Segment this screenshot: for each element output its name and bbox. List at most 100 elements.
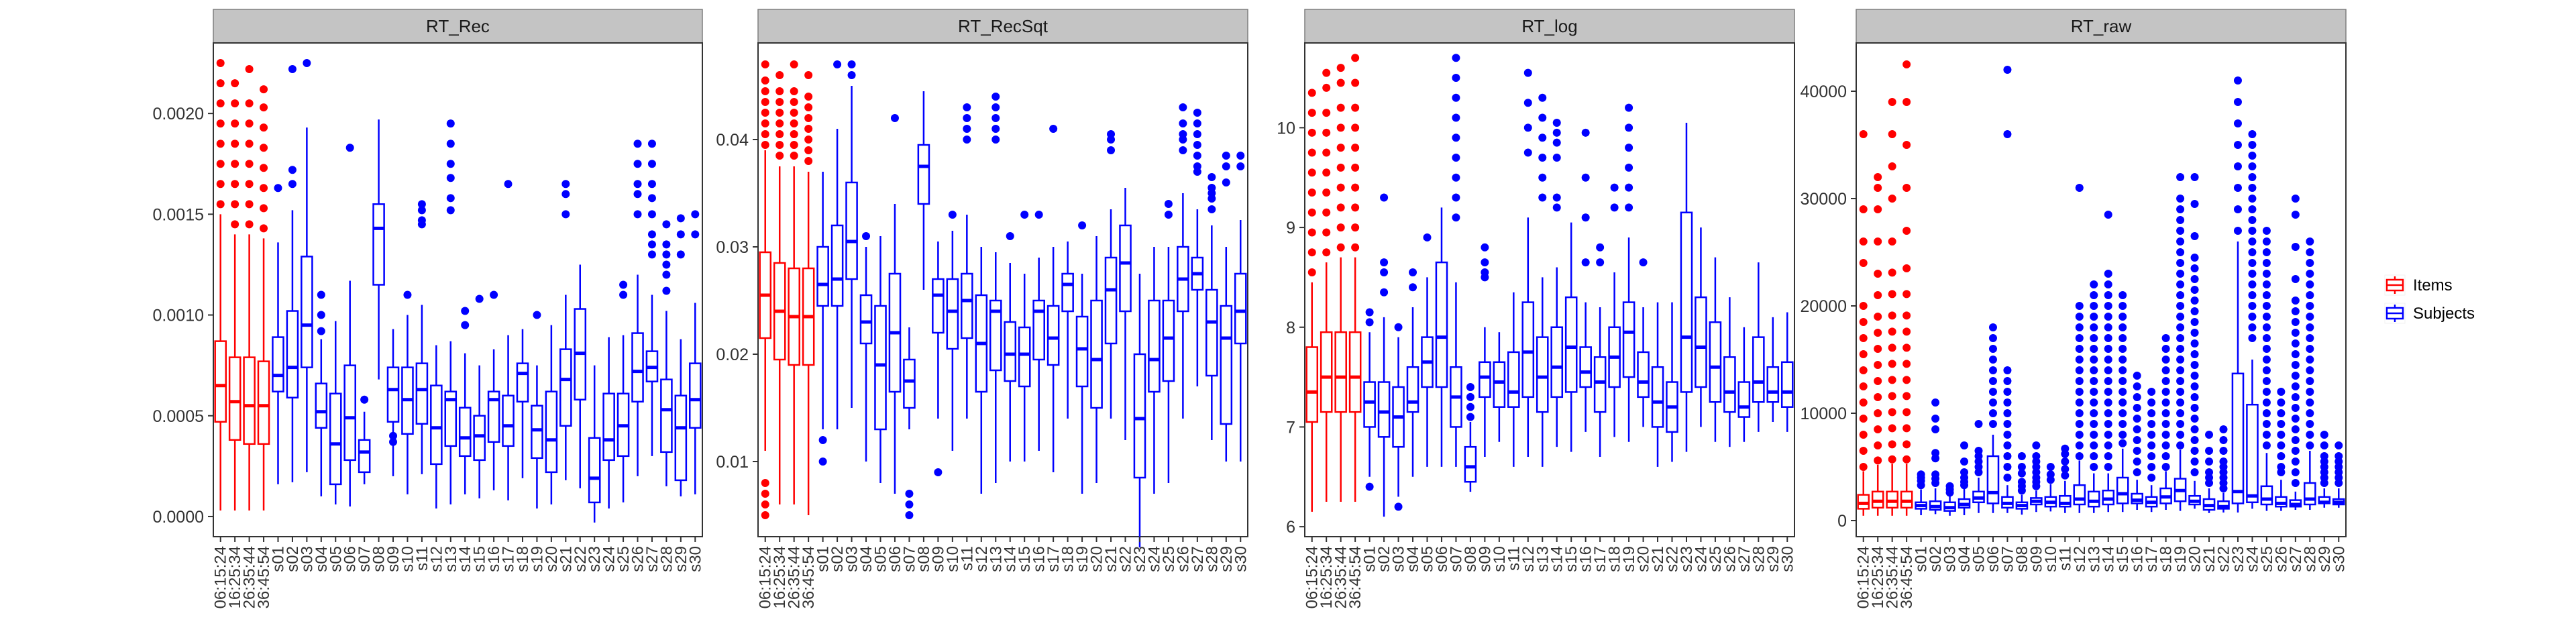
x-tick-label: s28 [1750, 546, 1768, 572]
outlier-point [1164, 211, 1173, 219]
outlier-point [1466, 413, 1474, 421]
x-tick-label: s29 [672, 546, 690, 572]
outlier-point [561, 190, 570, 199]
outlier-point [2075, 409, 2084, 417]
outlier-point [2262, 280, 2271, 288]
x-tick-label: s27 [2287, 546, 2305, 572]
outlier-point [1874, 441, 1882, 449]
x-tick-label: s22 [1117, 546, 1135, 572]
outlier-point [2147, 452, 2156, 460]
x-tick-label: s04 [313, 546, 331, 572]
outlier-point [446, 119, 455, 128]
outlier-point [2147, 398, 2156, 407]
outlier-point [1336, 64, 1345, 72]
boxplot-s25 [1709, 257, 1722, 442]
x-tick-label: s16 [1577, 546, 1595, 572]
y-tick-label: 20000 [1800, 297, 1847, 316]
outlier-point [2190, 393, 2199, 401]
outlier-point [2248, 313, 2257, 321]
y-tick-label: 10 [1277, 119, 1295, 138]
outlier-point [761, 98, 769, 106]
box [1752, 336, 1765, 403]
x-tick-label: 36:45:54 [1898, 546, 1916, 608]
outlier-point [2262, 366, 2271, 374]
box [1348, 331, 1362, 413]
boxplot-s20 [545, 325, 558, 504]
outlier-point [2118, 420, 2127, 428]
outlier-point [2161, 420, 2170, 428]
boxplot-s24 [1695, 227, 1707, 427]
outlier-point [1394, 323, 1403, 331]
box [1651, 366, 1664, 428]
outlier-point [317, 311, 325, 319]
outlier-point [216, 119, 225, 128]
outlier-point [2075, 366, 2084, 374]
outlier-point [245, 200, 254, 209]
outlier-point [1336, 183, 1345, 192]
outlier-point [2147, 474, 2156, 482]
outlier-point [2190, 173, 2199, 181]
outlier-point [2291, 339, 2300, 347]
outlier-point [2104, 345, 2112, 353]
x-tick-label: s23 [1131, 546, 1149, 572]
outlier-point [2046, 470, 2055, 479]
outlier-point [2176, 398, 2185, 407]
x-tick-label: s29 [2316, 546, 2334, 572]
x-tick-label: s10 [1491, 546, 1509, 572]
outlier-point [245, 160, 254, 168]
outlier-point [2176, 173, 2185, 181]
outlier-point [1931, 449, 1940, 458]
outlier-point [2248, 227, 2257, 235]
outlier-point [461, 321, 470, 329]
outlier-point [804, 146, 813, 154]
box [1695, 296, 1707, 388]
outlier-point [317, 327, 325, 335]
box [2073, 484, 2086, 506]
outlier-point [662, 240, 671, 249]
outlier-point [2003, 388, 2012, 396]
outlier-point [216, 99, 225, 108]
outlier-point [2075, 302, 2084, 310]
outlier-point [1874, 173, 1882, 181]
outlier-point [2291, 468, 2300, 476]
outlier-point [2176, 441, 2185, 449]
x-tick-label: s05 [872, 546, 890, 572]
outlier-point [2075, 431, 2084, 439]
outlier-point [2161, 409, 2170, 417]
outlier-point [2176, 248, 2185, 256]
outlier-point [1380, 288, 1389, 297]
outlier-point [963, 103, 971, 111]
outlier-point [2161, 377, 2170, 385]
boxplot-s16 [1032, 211, 1045, 451]
x-tick-label: s11 [1505, 546, 1523, 571]
outlier-point [862, 232, 871, 240]
outlier-point [2161, 452, 2170, 460]
outlier-point [2306, 302, 2314, 310]
boxplot-s27 [1737, 327, 1751, 442]
outlier-point [1874, 456, 1882, 465]
outlier-point [1639, 258, 1648, 267]
outlier-point [2219, 458, 2228, 466]
outlier-point [1307, 148, 1316, 157]
outlier-point [691, 230, 700, 239]
outlier-point [1523, 99, 1532, 107]
boxplot-16:25:34 [773, 71, 786, 504]
outlier-point [1208, 205, 1216, 213]
outlier-point [1452, 153, 1460, 162]
box [1004, 321, 1017, 382]
x-tick-label: s18 [1606, 546, 1624, 572]
x-tick-label: s26 [2272, 546, 2290, 572]
outlier-point [2118, 313, 2127, 321]
outlier-point [245, 180, 254, 189]
boxplot-s01 [1915, 470, 1927, 515]
outlier-point [1179, 146, 1187, 154]
x-tick-label: s04 [1404, 546, 1422, 572]
x-tick-label: s17 [1044, 546, 1063, 572]
outlier-point [490, 290, 498, 299]
boxplot-s17 [502, 180, 515, 500]
outlier-point [1394, 502, 1403, 511]
boxplot-s07 [358, 395, 371, 484]
y-tick-label: 0.04 [716, 131, 749, 150]
boxplot-s18 [516, 329, 529, 478]
outlier-point [2262, 441, 2271, 449]
